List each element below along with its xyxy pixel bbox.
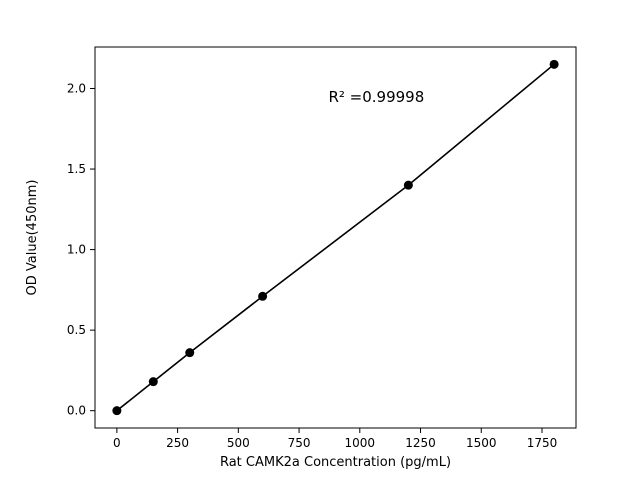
x-tick-label: 1750 — [527, 436, 558, 450]
data-point — [185, 348, 195, 358]
x-tick-label: 500 — [227, 436, 250, 450]
data-point — [549, 59, 559, 69]
regression-line — [116, 63, 555, 412]
data-point — [112, 406, 122, 416]
data-point — [403, 180, 413, 190]
y-tick-label: 0.5 — [67, 323, 86, 337]
y-axis-label: OD Value(450nm) — [25, 180, 40, 296]
x-tick-label: 0 — [113, 436, 121, 450]
r-squared-annotation: R² =0.99998 — [328, 88, 424, 106]
y-tick-label: 2.0 — [67, 81, 86, 95]
x-tick-label: 1250 — [405, 436, 436, 450]
x-tick-label: 1500 — [466, 436, 497, 450]
x-tick-label: 250 — [166, 436, 189, 450]
data-point — [258, 291, 268, 301]
y-tick-label: 1.5 — [67, 162, 86, 176]
data-point — [148, 377, 158, 387]
y-tick-label: 0.0 — [67, 404, 86, 418]
x-tick-label: 1000 — [345, 436, 376, 450]
x-tick-label: 750 — [288, 436, 311, 450]
plot-frame — [94, 46, 577, 429]
x-axis-label: Rat CAMK2a Concentration (pg/mL) — [220, 455, 451, 470]
y-tick-label: 1.0 — [67, 243, 86, 257]
